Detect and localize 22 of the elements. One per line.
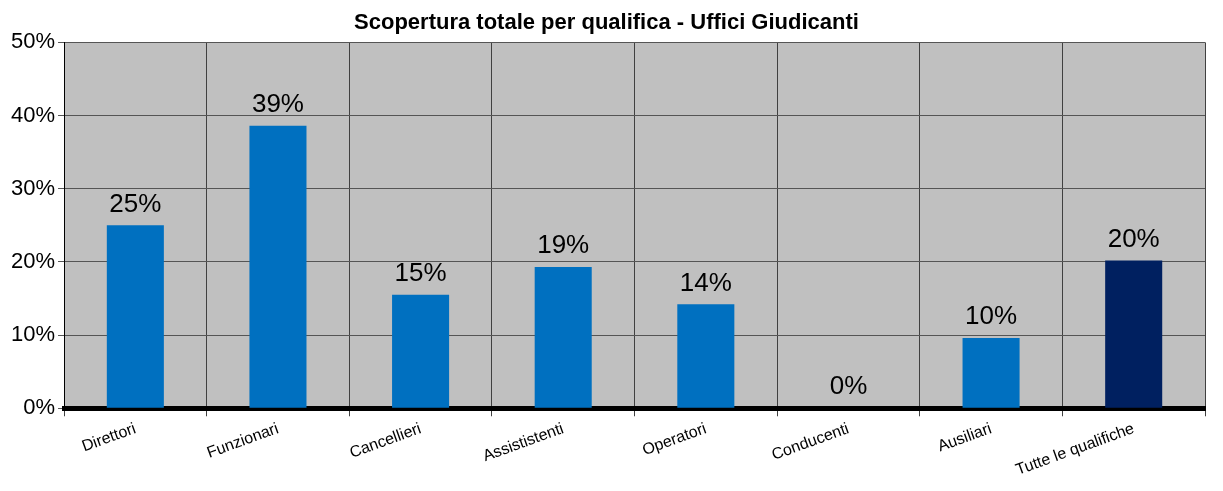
bar xyxy=(534,267,592,408)
bar xyxy=(962,338,1020,408)
bar xyxy=(106,225,164,408)
data-label: 20% xyxy=(1107,222,1160,253)
y-tick-label: 0% xyxy=(23,394,56,420)
data-label: 10% xyxy=(965,300,1018,331)
data-label: 14% xyxy=(679,266,732,297)
y-tick-label: 30% xyxy=(10,174,56,200)
bar xyxy=(677,304,735,408)
data-label: 25% xyxy=(109,187,162,218)
y-tick-label: 20% xyxy=(10,247,56,273)
bar xyxy=(1105,260,1163,408)
data-label: 0% xyxy=(829,370,868,401)
bar xyxy=(392,294,450,408)
y-tick-label: 50% xyxy=(10,28,56,54)
data-label: 15% xyxy=(394,257,447,288)
y-tick-label: 10% xyxy=(10,321,56,347)
chart-title: Scopertura totale per qualifica - Uffici Giudicanti xyxy=(354,9,859,35)
bar xyxy=(249,125,307,408)
data-label: 19% xyxy=(537,229,590,260)
y-tick-label: 40% xyxy=(10,101,56,127)
data-label: 39% xyxy=(251,87,304,118)
